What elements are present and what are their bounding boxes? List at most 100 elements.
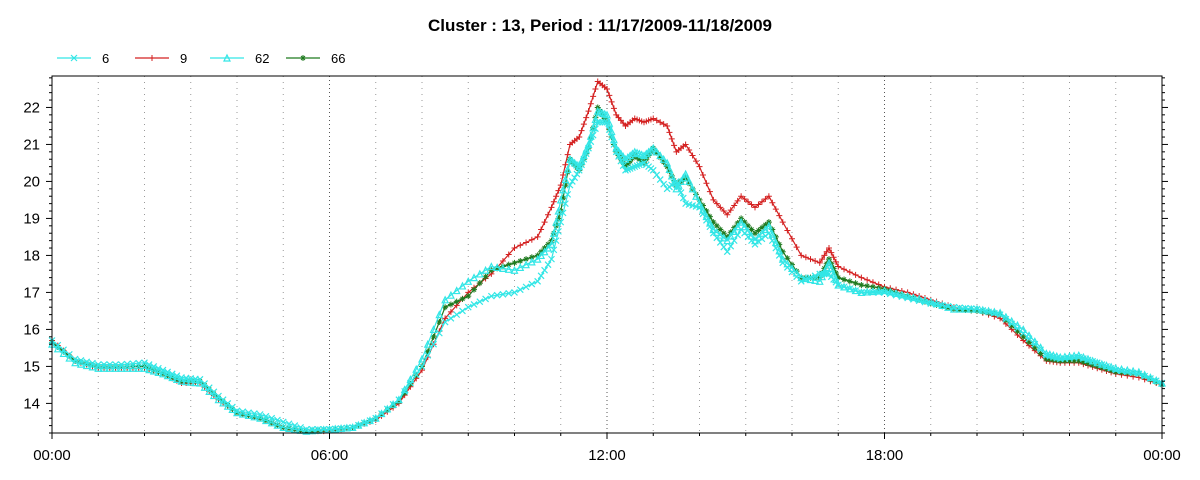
data-point-marker bbox=[453, 298, 460, 305]
data-point-marker bbox=[580, 155, 588, 163]
data-point-marker bbox=[898, 293, 906, 301]
data-point-marker bbox=[798, 252, 805, 259]
data-point-marker bbox=[424, 351, 432, 359]
data-point-marker bbox=[830, 265, 837, 272]
data-point-marker bbox=[657, 154, 664, 161]
data-point-marker bbox=[892, 291, 900, 299]
data-point-marker bbox=[214, 395, 223, 404]
data-point-marker bbox=[566, 181, 574, 189]
data-point-marker bbox=[597, 108, 604, 115]
data-point-marker bbox=[527, 257, 536, 266]
data-point-marker bbox=[675, 183, 683, 191]
data-point-marker bbox=[285, 420, 293, 428]
data-point-marker bbox=[575, 166, 583, 174]
data-point-marker bbox=[996, 311, 1004, 319]
data-point-marker bbox=[615, 153, 622, 160]
data-point-marker bbox=[553, 193, 560, 200]
data-point-marker bbox=[60, 346, 67, 354]
data-point-marker bbox=[470, 273, 479, 282]
data-point-marker bbox=[893, 289, 900, 296]
data-point-marker bbox=[493, 263, 502, 272]
data-point-marker bbox=[150, 367, 157, 374]
data-point-marker bbox=[815, 276, 824, 285]
data-point-marker bbox=[561, 200, 569, 208]
data-point-marker bbox=[89, 359, 96, 367]
data-point-marker bbox=[564, 151, 571, 158]
data-point-marker bbox=[560, 171, 567, 178]
data-point-marker bbox=[429, 325, 438, 334]
y-tick-label: 15 bbox=[23, 358, 40, 375]
data-point-marker bbox=[441, 318, 449, 326]
data-point-marker bbox=[159, 369, 167, 378]
data-point-marker bbox=[150, 362, 158, 370]
data-point-marker bbox=[603, 118, 611, 126]
data-point-marker bbox=[653, 171, 661, 179]
data-point-marker bbox=[447, 314, 455, 322]
data-point-marker bbox=[619, 162, 627, 170]
data-point-marker bbox=[394, 395, 403, 404]
x-tick-label: 00:00 bbox=[33, 447, 71, 464]
data-point-marker bbox=[1046, 356, 1053, 363]
y-tick-label: 18 bbox=[23, 247, 40, 264]
data-point-marker bbox=[516, 263, 525, 272]
data-point-marker bbox=[476, 298, 484, 306]
data-point-marker bbox=[172, 375, 181, 383]
data-point-marker bbox=[726, 231, 735, 240]
data-point-marker bbox=[470, 301, 478, 308]
data-point-marker bbox=[223, 401, 232, 410]
data-point-marker bbox=[517, 257, 524, 264]
data-point-marker bbox=[459, 295, 466, 302]
data-point-marker bbox=[528, 280, 536, 288]
data-point-marker bbox=[921, 298, 929, 306]
data-point-marker bbox=[663, 158, 672, 167]
data-point-marker bbox=[1141, 372, 1149, 380]
data-point-marker bbox=[724, 211, 731, 218]
data-point-marker bbox=[1031, 344, 1038, 351]
data-point-marker bbox=[548, 255, 555, 263]
data-point-marker bbox=[649, 143, 658, 152]
data-point-marker bbox=[916, 296, 923, 303]
data-point-marker bbox=[627, 158, 634, 165]
data-point-marker bbox=[464, 276, 473, 285]
data-point-marker bbox=[528, 236, 535, 243]
data-point-marker bbox=[679, 173, 688, 182]
data-point-marker bbox=[802, 276, 810, 283]
data-point-marker bbox=[337, 424, 345, 432]
data-point-marker bbox=[834, 281, 842, 289]
data-point-marker bbox=[511, 288, 518, 296]
data-point-marker bbox=[653, 117, 660, 124]
data-point-marker bbox=[644, 147, 653, 156]
data-point-marker bbox=[534, 277, 542, 285]
legend-label: 6 bbox=[102, 51, 109, 66]
data-point-marker bbox=[779, 219, 786, 226]
data-point-marker bbox=[832, 258, 839, 265]
data-point-marker bbox=[100, 363, 109, 372]
data-point-marker bbox=[54, 341, 62, 349]
data-point-marker bbox=[944, 302, 952, 310]
data-point-marker bbox=[875, 288, 883, 296]
data-point-marker bbox=[979, 308, 986, 315]
data-point-marker bbox=[886, 290, 894, 298]
series-6 bbox=[48, 118, 1166, 433]
data-point-marker bbox=[719, 233, 728, 242]
data-point-marker bbox=[617, 157, 625, 165]
data-point-marker bbox=[835, 263, 842, 270]
data-point-marker bbox=[666, 168, 673, 175]
data-point-marker bbox=[664, 122, 671, 129]
data-point-marker bbox=[555, 227, 562, 235]
data-point-marker bbox=[1019, 329, 1027, 337]
data-point-marker bbox=[666, 129, 673, 136]
data-point-marker bbox=[302, 425, 310, 433]
legend-entry-62: 62 bbox=[210, 51, 269, 66]
data-point-marker bbox=[828, 249, 835, 256]
data-point-marker bbox=[154, 364, 162, 372]
data-point-marker bbox=[349, 424, 357, 431]
data-point-marker bbox=[797, 277, 805, 285]
data-point-marker bbox=[752, 230, 758, 237]
data-point-marker bbox=[821, 252, 828, 259]
data-point-marker bbox=[209, 391, 218, 400]
x-tick-label: 18:00 bbox=[866, 447, 904, 464]
data-point-marker bbox=[672, 184, 681, 193]
data-point-marker bbox=[65, 350, 73, 358]
data-point-marker bbox=[1008, 320, 1016, 328]
